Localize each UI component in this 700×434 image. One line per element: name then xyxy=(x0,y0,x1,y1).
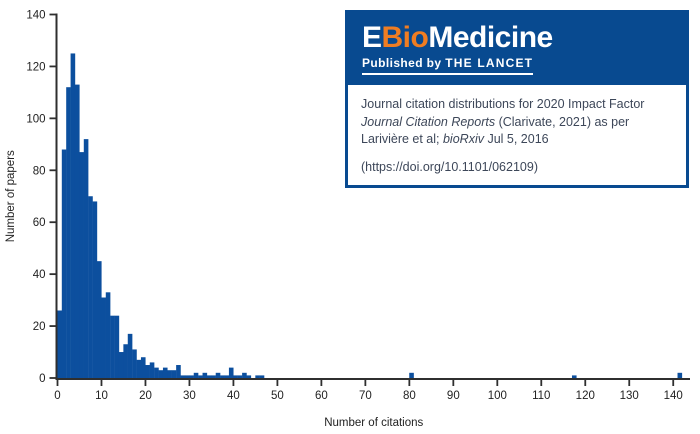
histogram-bar xyxy=(136,359,142,378)
histogram-bar xyxy=(193,372,199,378)
histogram-bar xyxy=(149,362,155,378)
histogram-bar xyxy=(123,344,128,378)
histogram-bar xyxy=(162,367,168,378)
histogram-bar xyxy=(83,139,89,378)
journal-info-box: EBioMedicine Published by THE LANCET Jou… xyxy=(345,10,689,188)
histogram-bar xyxy=(571,375,577,378)
y-tick-label: 40 xyxy=(33,269,46,281)
caption-line-1: Journal citation distributions for 2020 … xyxy=(361,97,645,111)
histogram-bar xyxy=(114,315,120,378)
histogram-bar xyxy=(677,372,683,378)
caption-line-3-pre: Larivière et al; xyxy=(361,132,443,146)
x-tick-label: 0 xyxy=(54,390,60,402)
x-tick-label: 130 xyxy=(620,390,639,402)
caption-line-2-rest: (Clarivate, 2021) as per xyxy=(495,114,630,129)
publisher-line: Published by THE LANCET xyxy=(362,56,534,75)
histogram-bar xyxy=(224,375,230,378)
x-tick-label: 120 xyxy=(576,390,595,402)
figure-caption: Journal citation distributions for 2020 … xyxy=(348,85,686,187)
caption-line-3: Larivière et al; bioRxiv Jul 5, 2016 xyxy=(361,131,673,149)
histogram-bar xyxy=(118,352,124,378)
y-tick-label: 60 xyxy=(33,217,46,229)
brand-medicine: Medicine xyxy=(428,21,553,54)
histogram-bar xyxy=(180,375,186,378)
histogram-bar xyxy=(189,375,194,378)
histogram-bar xyxy=(154,367,159,378)
x-tick-label: 20 xyxy=(139,390,152,402)
histogram-bar xyxy=(184,375,190,378)
histogram-bar xyxy=(409,372,414,378)
histogram-bar xyxy=(255,375,260,378)
histogram-bar xyxy=(211,375,216,378)
y-tick-label: 120 xyxy=(26,61,45,73)
histogram-bar xyxy=(171,370,177,378)
brand-bio: Bio xyxy=(381,21,429,54)
histogram-bar xyxy=(259,375,265,378)
histogram-bar xyxy=(167,370,172,378)
x-tick-label: 30 xyxy=(183,390,196,402)
histogram-bar xyxy=(132,349,137,378)
x-tick-label: 70 xyxy=(359,390,372,402)
x-tick-label: 90 xyxy=(447,390,460,402)
doi-text: (https://doi.org/10.1101/062109) xyxy=(361,159,538,174)
y-tick-label: 20 xyxy=(33,321,46,333)
y-tick-label: 80 xyxy=(33,165,46,177)
histogram-bar xyxy=(202,372,208,378)
histogram-bar xyxy=(74,84,80,378)
y-tick-label: 0 xyxy=(39,373,45,385)
histogram-bar xyxy=(88,196,93,378)
histogram-bar xyxy=(145,365,150,378)
histogram-bar xyxy=(101,297,106,378)
histogram-bar xyxy=(57,310,62,378)
histogram-bar xyxy=(66,87,71,378)
y-tick-label: 100 xyxy=(26,113,45,125)
histogram-bar xyxy=(140,357,146,378)
x-tick-label: 10 xyxy=(95,390,108,402)
histogram-bar xyxy=(198,375,203,378)
biorxiv-italic-text: bioRxiv xyxy=(442,132,484,146)
histogram-bar xyxy=(70,53,76,378)
x-tick-label: 100 xyxy=(488,390,507,402)
x-tick-label: 60 xyxy=(315,390,328,402)
histogram-bar xyxy=(228,367,234,378)
histogram-bar xyxy=(233,375,238,378)
histogram-bar xyxy=(79,152,84,378)
histogram-bar xyxy=(242,372,247,378)
x-tick-label: 50 xyxy=(271,390,284,402)
histogram-bar xyxy=(96,261,102,378)
caption-line-3-post: Jul 5, 2016 xyxy=(483,132,549,146)
y-tick-label: 140 xyxy=(26,10,45,22)
x-tick-label: 110 xyxy=(532,390,550,402)
y-axis-title: Number of papers xyxy=(5,150,17,242)
x-axis-title: Number of citations xyxy=(324,417,423,429)
the-lancet-label: THE LANCET xyxy=(445,56,534,70)
histogram-bar xyxy=(61,149,67,378)
histogram-bar xyxy=(176,365,181,378)
caption-line-2: Journal Citation Reports (Clarivate, 202… xyxy=(361,114,673,132)
x-tick-label: 140 xyxy=(664,390,683,402)
histogram-bar xyxy=(220,375,225,378)
jcr-italic-text: Journal Citation Reports xyxy=(361,114,496,129)
histogram-bar xyxy=(127,333,133,378)
histogram-bar xyxy=(246,375,252,378)
journal-brand-name: EBioMedicine xyxy=(362,22,672,54)
histogram-bar xyxy=(237,375,243,378)
ebiomedicine-logo: EBioMedicine Published by THE LANCET xyxy=(348,13,686,85)
histogram-bar xyxy=(110,315,115,378)
histogram-bar xyxy=(158,370,164,378)
histogram-bar xyxy=(105,292,111,378)
x-tick-label: 80 xyxy=(403,390,416,402)
published-by-label: Published by xyxy=(362,56,446,70)
histogram-bar xyxy=(206,375,212,378)
x-tick-label: 40 xyxy=(227,390,240,402)
histogram-bar xyxy=(215,372,221,378)
brand-e: E xyxy=(362,21,382,54)
histogram-bar xyxy=(92,201,98,378)
